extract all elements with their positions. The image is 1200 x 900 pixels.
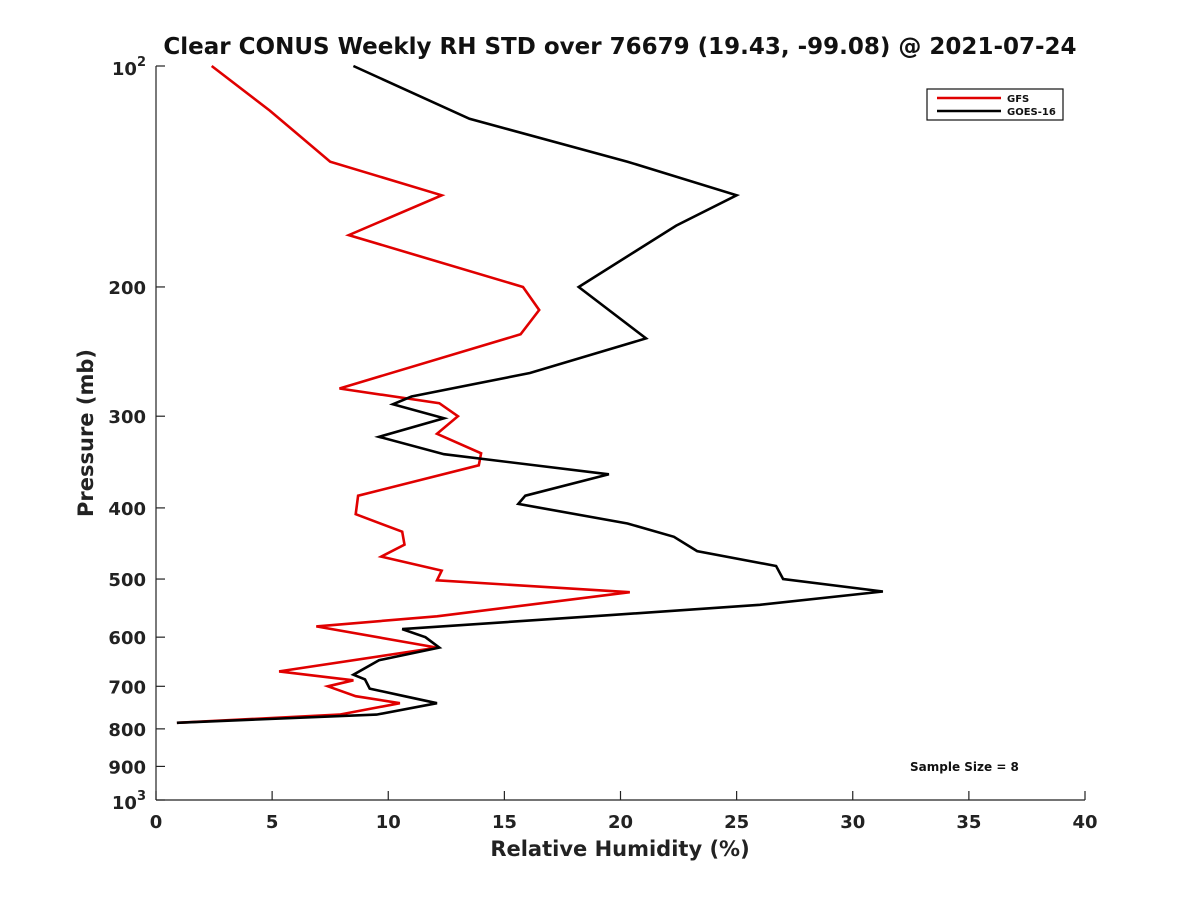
plot-area (156, 66, 1085, 800)
series-line-goes16 (176, 64, 884, 725)
legend-label-gfs: GFS (1007, 94, 1029, 105)
x-tick-label: 25 (724, 812, 749, 833)
x-tick-label: 35 (956, 812, 981, 833)
y-tick-label: 500 (108, 570, 146, 591)
x-tick-label: 15 (492, 812, 517, 833)
x-tick-label: 10 (376, 812, 401, 833)
y-tick-label: 700 (108, 677, 146, 698)
legend: GFS GOES-16 (926, 88, 1064, 121)
series-line-gfs (176, 64, 630, 725)
chart-title: Clear CONUS Weekly RH STD over 76679 (19… (163, 34, 1076, 60)
x-axis-label: Relative Humidity (%) (490, 837, 749, 861)
series-layer (176, 64, 884, 725)
x-tick-label: 20 (608, 812, 633, 833)
x-axis-ticks: 0 5 10 15 20 25 30 35 40 (150, 791, 1098, 833)
y-tick-label-base: 10 (112, 793, 137, 814)
legend-box (926, 88, 1064, 121)
y-tick-label-exponent: 3 (137, 789, 146, 804)
sample-size-annotation: Sample Size = 8 (910, 760, 1019, 774)
y-tick-label: 600 (108, 628, 146, 649)
x-tick-label: 30 (840, 812, 865, 833)
y-tick-label-exponent: 2 (137, 55, 146, 70)
x-tick-label: 5 (266, 812, 279, 833)
x-tick-label: 0 (150, 812, 163, 833)
y-tick-label: 200 (108, 278, 146, 299)
y-tick-label-base: 10 (112, 59, 137, 80)
y-tick-label: 800 (108, 720, 146, 741)
y-tick-label: 300 (108, 407, 146, 428)
legend-label-goes16: GOES-16 (1007, 107, 1056, 118)
y-tick-label: 102 (112, 55, 146, 80)
y-axis-label: Pressure (mb) (74, 349, 98, 517)
y-tick-label: 103 (112, 789, 146, 814)
x-tick-label: 40 (1072, 812, 1097, 833)
y-tick-label: 400 (108, 499, 146, 520)
y-tick-label: 900 (108, 757, 146, 778)
